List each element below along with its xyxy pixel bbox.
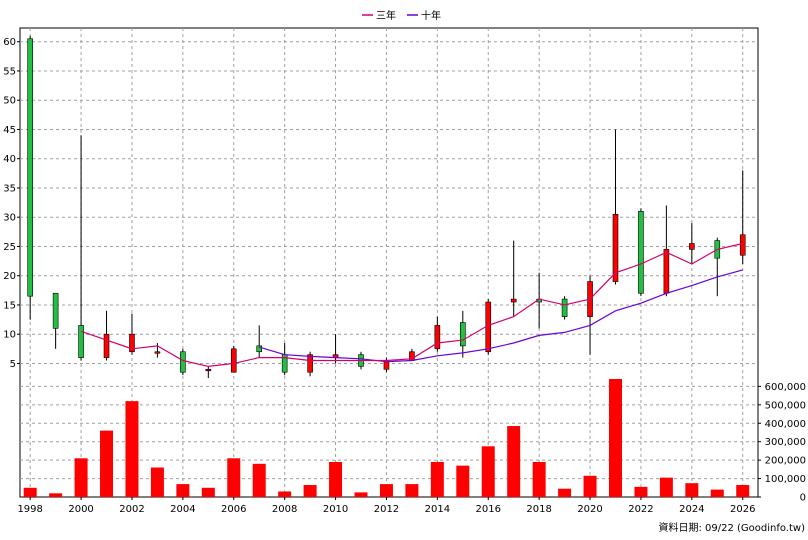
candle-body	[689, 243, 695, 250]
x-tick-label: 1998	[17, 504, 42, 515]
price-tick-label: 10	[3, 330, 16, 341]
volume-bar	[150, 467, 164, 497]
x-tick-label: 2024	[679, 504, 704, 515]
volume-bar	[329, 461, 343, 497]
candle-body	[510, 298, 517, 303]
source-note: 資料日期: 09/22 (Goodinfo.tw)	[658, 521, 805, 534]
volume-bar	[430, 461, 444, 497]
volume-bar	[252, 463, 266, 497]
legend: 三年 十年	[362, 9, 441, 22]
volume-bar	[379, 484, 393, 497]
volume-bar	[507, 426, 521, 497]
volume-bar	[659, 477, 673, 497]
candle-body	[663, 249, 670, 294]
price-tick-label: 50	[3, 96, 16, 107]
volume-tick-label: 500,000	[765, 400, 806, 411]
legend-ma10-label: 十年	[421, 9, 441, 22]
candle-body	[27, 38, 33, 297]
candle-body	[612, 213, 619, 282]
volume-bar	[710, 489, 724, 497]
candle-body	[739, 234, 746, 256]
volume-bar	[634, 486, 648, 497]
price-tick-label: 35	[3, 183, 16, 194]
candle-body	[561, 298, 568, 317]
x-tick-label: 2016	[476, 504, 501, 515]
volume-bar	[201, 487, 215, 497]
plot-frame	[19, 27, 759, 498]
volume-tick-label: 600,000	[765, 382, 806, 393]
volume-bar	[49, 493, 63, 497]
x-tick-label: 2006	[221, 504, 246, 515]
volume-bar	[176, 484, 190, 497]
axes: 5 10 15 20 25 30 35 40 45 50 55 60 0 100,000 200,000 30…	[3, 37, 806, 515]
price-tick-label: 5	[10, 359, 16, 370]
x-tick-label: 2002	[119, 504, 144, 515]
x-tick-label: 2026	[730, 504, 755, 515]
volume-bar	[583, 475, 597, 497]
volume-bar	[608, 379, 622, 497]
x-tick-label: 2012	[374, 504, 399, 515]
ma3-line	[80, 242, 743, 368]
candle-body	[434, 325, 441, 350]
volume-bar	[125, 401, 139, 497]
candle-body	[154, 351, 161, 354]
volume-bar	[227, 458, 241, 497]
x-tick-label: 2008	[272, 504, 297, 515]
x-tick-label: 2018	[526, 504, 551, 515]
price-tick-label: 20	[3, 271, 16, 282]
price-tick-label: 30	[3, 213, 16, 224]
legend-ma3-label: 三年	[376, 9, 396, 22]
candle-body	[103, 333, 110, 358]
volume-tick-label: 300,000	[765, 437, 806, 448]
volume-bar	[74, 458, 88, 497]
x-tick-label: 2004	[170, 504, 195, 515]
volume-bar	[354, 492, 368, 497]
volume-bars	[23, 379, 750, 497]
volume-bar	[558, 488, 572, 497]
volume-bar	[736, 485, 750, 497]
volume-tick-label: 100,000	[765, 474, 806, 485]
price-tick-label: 60	[3, 37, 16, 48]
x-tick-label: 2000	[68, 504, 93, 515]
price-tick-label: 45	[3, 125, 16, 136]
volume-tick-label: 0	[800, 493, 806, 504]
candle-body	[230, 348, 237, 373]
price-tick-label: 55	[3, 66, 16, 77]
x-tick-label: 2022	[628, 504, 653, 515]
volume-bar	[303, 485, 317, 497]
moving-average-lines	[80, 242, 743, 368]
candle-body	[256, 345, 263, 353]
candle-body	[52, 292, 59, 329]
candle-body	[129, 333, 135, 353]
volume-tick-label: 400,000	[765, 419, 806, 430]
candle-body	[638, 211, 644, 294]
candle-body	[307, 354, 313, 373]
volume-bar	[685, 483, 699, 497]
candles	[27, 35, 746, 379]
x-tick-label: 2014	[425, 504, 450, 515]
volume-bar	[100, 430, 114, 497]
candle-body	[78, 325, 84, 358]
x-tick-label: 2020	[577, 504, 602, 515]
volume-bar	[278, 491, 292, 497]
volume-bar	[405, 484, 419, 497]
candle-body	[180, 351, 186, 373]
volume-tick-label: 200,000	[765, 456, 806, 467]
volume-bar	[456, 465, 470, 497]
candle-body	[205, 368, 212, 372]
price-tick-label: 40	[3, 154, 16, 165]
volume-bar	[532, 461, 546, 497]
price-tick-label: 15	[3, 300, 16, 311]
candle-body	[459, 322, 466, 347]
volume-bar	[23, 487, 37, 497]
volume-bar	[481, 446, 495, 497]
x-tick-label: 2010	[323, 504, 348, 515]
ma10-line	[259, 269, 743, 363]
price-tick-label: 25	[3, 242, 16, 253]
